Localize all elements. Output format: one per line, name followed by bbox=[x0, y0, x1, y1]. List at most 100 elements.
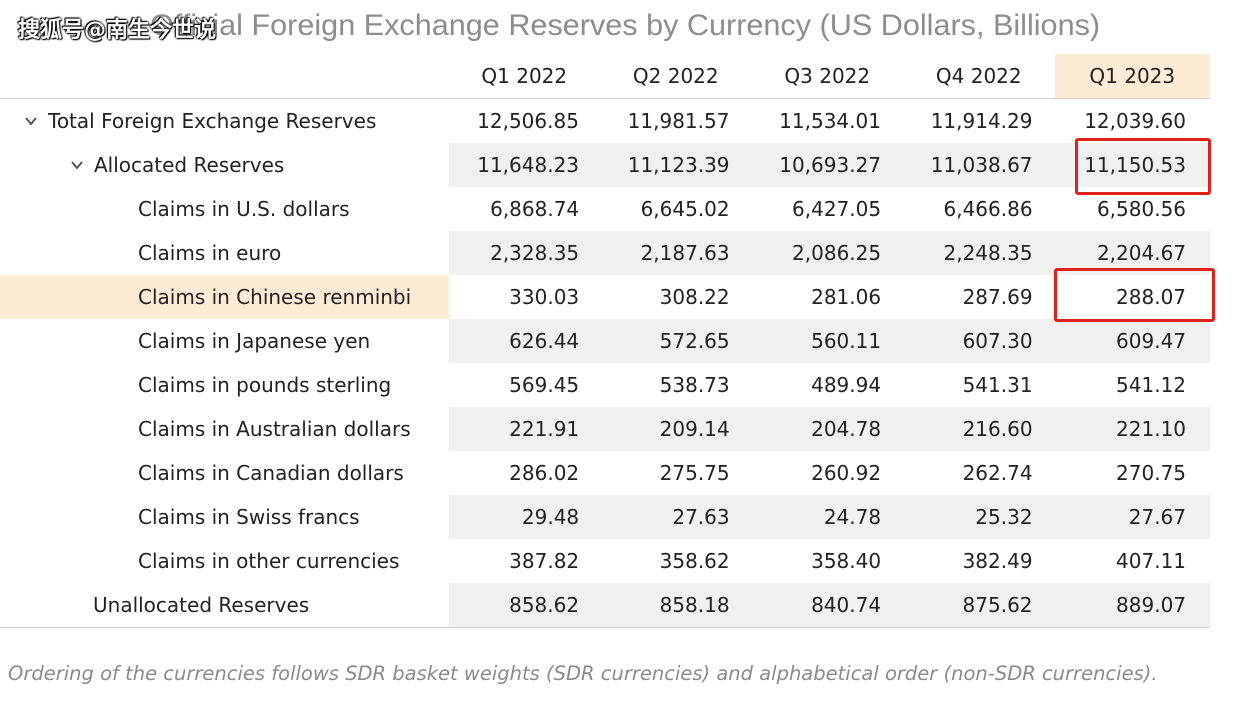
cell: 6,645.02 bbox=[640, 197, 730, 221]
cell: 875.62 bbox=[903, 583, 1055, 627]
cell: 569.45 bbox=[509, 373, 580, 397]
table-row-unallocated: Unallocated Reserves 858.62 858.18 840.7… bbox=[0, 583, 1211, 628]
cell: 858.18 bbox=[600, 583, 752, 627]
cell: 281.06 bbox=[811, 285, 882, 309]
cell: 27.67 bbox=[1054, 495, 1211, 539]
cell: 11,038.67 bbox=[903, 143, 1055, 187]
header-label-spacer bbox=[0, 54, 449, 98]
table-row: Claims in Australian dollars 221.91 209.… bbox=[0, 407, 1211, 451]
table-row: Claims in U.S. dollars 6,868.74 6,645.02… bbox=[0, 187, 1210, 231]
row-label[interactable]: Total Foreign Exchange Reserves bbox=[0, 99, 448, 143]
cell: 308.22 bbox=[659, 285, 730, 309]
cell: 358.40 bbox=[811, 549, 882, 573]
cell: 2,328.35 bbox=[448, 231, 601, 275]
cell: 6,466.86 bbox=[943, 197, 1033, 221]
row-label: Claims in other currencies bbox=[138, 549, 400, 573]
cell: 221.91 bbox=[448, 407, 601, 451]
cell: 541.31 bbox=[962, 373, 1033, 397]
cell: 6,427.05 bbox=[792, 197, 882, 221]
table-row: Claims in Swiss francs 29.48 27.63 24.78… bbox=[0, 495, 1211, 539]
cell: 2,204.67 bbox=[1054, 231, 1211, 275]
col-header-q1-2022[interactable]: Q1 2022 bbox=[481, 64, 568, 88]
cell: 840.74 bbox=[751, 583, 904, 627]
cell: 275.75 bbox=[659, 461, 730, 485]
row-label: Claims in Australian dollars bbox=[138, 417, 411, 441]
cell: 221.10 bbox=[1054, 407, 1211, 451]
cell: 25.32 bbox=[903, 495, 1055, 539]
row-label[interactable]: Allocated Reserves bbox=[0, 143, 449, 187]
table-header: Q1 2022 Q2 2022 Q3 2022 Q4 2022 Q1 2023 bbox=[0, 54, 1210, 99]
cell: 609.47 bbox=[1054, 319, 1211, 363]
footnote: Ordering of the currencies follows SDR b… bbox=[8, 662, 1158, 685]
chevron-down-icon[interactable] bbox=[70, 158, 84, 172]
cell: 12,506.85 bbox=[477, 109, 579, 133]
cell: 11,123.39 bbox=[600, 143, 752, 187]
reserves-table: Q1 2022 Q2 2022 Q3 2022 Q4 2022 Q1 2023 … bbox=[0, 54, 1211, 628]
row-label: Claims in U.S. dollars bbox=[138, 197, 350, 221]
cell: 330.03 bbox=[509, 285, 580, 309]
cell: 387.82 bbox=[509, 549, 580, 573]
cell: 11,534.01 bbox=[779, 109, 881, 133]
cell: 382.49 bbox=[962, 549, 1033, 573]
watermark: 搜狐号@南生今世说 bbox=[18, 18, 217, 43]
page-title: Official Foreign Exchange Reserves by Cu… bbox=[150, 9, 1101, 42]
cell: 626.44 bbox=[448, 319, 601, 363]
table-row-renminbi: Claims in Chinese renminbi 330.03 308.22… bbox=[0, 275, 1210, 319]
table-row-allocated: Allocated Reserves 11,648.23 11,123.39 1… bbox=[0, 143, 1211, 187]
cell: 358.62 bbox=[659, 549, 730, 573]
cell: 287.69 bbox=[962, 285, 1033, 309]
row-label: Claims in pounds sterling bbox=[138, 373, 392, 397]
cell: 260.92 bbox=[811, 461, 882, 485]
row-label: Claims in euro bbox=[138, 241, 282, 265]
row-label-text: Total Foreign Exchange Reserves bbox=[48, 109, 377, 133]
cell: 538.73 bbox=[659, 373, 730, 397]
cell: 607.30 bbox=[903, 319, 1055, 363]
cell: 10,693.27 bbox=[751, 143, 904, 187]
cell: 209.14 bbox=[600, 407, 752, 451]
cell: 2,248.35 bbox=[903, 231, 1055, 275]
annotation-box-allocated-q1-2023 bbox=[1075, 138, 1211, 195]
cell: 24.78 bbox=[751, 495, 904, 539]
cell: 216.60 bbox=[903, 407, 1055, 451]
cell: 270.75 bbox=[1116, 461, 1187, 485]
row-label-text: Allocated Reserves bbox=[94, 153, 285, 177]
col-header-q2-2022[interactable]: Q2 2022 bbox=[632, 64, 719, 88]
row-label: Claims in Chinese renminbi bbox=[0, 275, 449, 319]
chevron-down-icon[interactable] bbox=[24, 114, 38, 128]
cell: 262.74 bbox=[962, 461, 1033, 485]
cell: 560.11 bbox=[751, 319, 904, 363]
cell: 11,150.53 bbox=[1054, 143, 1211, 187]
annotation-box-renminbi-q1-2023 bbox=[1054, 268, 1215, 322]
cell: 204.78 bbox=[751, 407, 904, 451]
cell: 11,914.29 bbox=[930, 109, 1033, 133]
cell: 29.48 bbox=[448, 495, 601, 539]
cell: 11,648.23 bbox=[448, 143, 601, 187]
row-label: Claims in Canadian dollars bbox=[138, 461, 404, 485]
cell: 541.12 bbox=[1116, 373, 1187, 397]
row-label: Claims in Swiss francs bbox=[138, 505, 360, 529]
cell: 6,580.56 bbox=[1096, 197, 1187, 221]
cell: 27.63 bbox=[600, 495, 752, 539]
cell: 6,868.74 bbox=[490, 197, 580, 221]
cell: 489.94 bbox=[811, 373, 882, 397]
col-header-q4-2022[interactable]: Q4 2022 bbox=[935, 64, 1022, 88]
table-row: Claims in Canadian dollars 286.02 275.75… bbox=[0, 451, 1210, 495]
table-row: Claims in pounds sterling 569.45 538.73 … bbox=[0, 363, 1210, 407]
col-header-q3-2022[interactable]: Q3 2022 bbox=[784, 64, 871, 88]
cell: 407.11 bbox=[1116, 549, 1187, 573]
col-header-q1-2023[interactable]: Q1 2023 bbox=[1054, 54, 1210, 98]
table-row-total: Total Foreign Exchange Reserves 12,506.8… bbox=[0, 99, 1210, 143]
cell: 889.07 bbox=[1054, 583, 1211, 627]
row-label: Unallocated Reserves bbox=[93, 593, 310, 617]
cell: 858.62 bbox=[448, 583, 601, 627]
cell: 11,981.57 bbox=[627, 109, 730, 133]
table-row: Claims in euro 2,328.35 2,187.63 2,086.2… bbox=[0, 231, 1211, 275]
cell: 286.02 bbox=[509, 461, 580, 485]
cell: 288.07 bbox=[1116, 285, 1187, 309]
table-row: Claims in other currencies 387.82 358.62… bbox=[0, 539, 1210, 583]
row-label: Claims in Japanese yen bbox=[138, 329, 371, 353]
cell: 572.65 bbox=[600, 319, 752, 363]
table-row: Claims in Japanese yen 626.44 572.65 560… bbox=[0, 319, 1211, 363]
cell: 2,187.63 bbox=[600, 231, 752, 275]
cell: 12,039.60 bbox=[1084, 109, 1186, 133]
